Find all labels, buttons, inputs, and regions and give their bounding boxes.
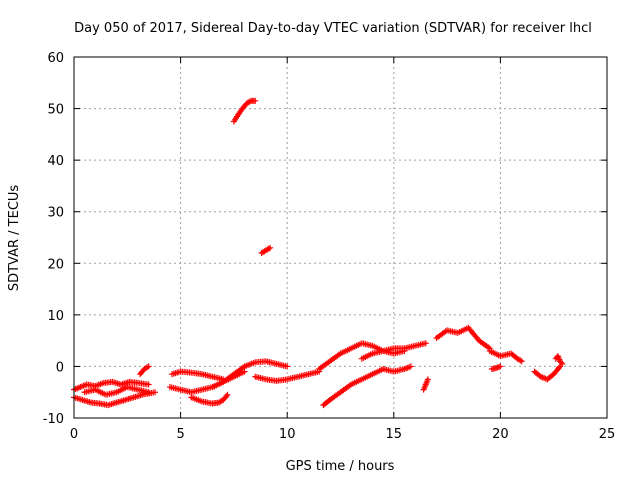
mark-layer (71, 97, 566, 409)
data-point (267, 244, 274, 251)
x-tick-label: 15 (386, 427, 403, 442)
series-arc-b (71, 389, 159, 409)
y-tick-label: 50 (47, 103, 64, 118)
data-point (241, 368, 248, 375)
x-tick-label: 0 (70, 427, 78, 442)
data-point (497, 363, 504, 370)
series-arc-r (486, 347, 525, 365)
series-arc-i (252, 368, 323, 384)
series-arc-u (552, 353, 566, 367)
series-arc-n (358, 340, 429, 362)
data-point (145, 381, 152, 388)
data-point (422, 340, 429, 347)
series-arc-m (320, 366, 387, 409)
series-arc-p (420, 376, 431, 393)
data-point (284, 363, 291, 370)
y-tick-label: -10 (43, 412, 64, 427)
series-arc-k (258, 244, 274, 256)
series-arc-s (488, 363, 504, 373)
data-point (518, 358, 525, 365)
data-point (152, 389, 159, 396)
series-arc-g (188, 391, 231, 407)
x-axis-label: GPS time / hours (286, 459, 395, 474)
series-arc-f (169, 368, 227, 383)
y-tick-label: 40 (47, 154, 64, 169)
series-arc-q (433, 324, 493, 352)
data-point (252, 97, 259, 104)
x-tick-label: 20 (492, 427, 509, 442)
series-arc-c (81, 384, 152, 398)
series-arc-t (531, 363, 564, 383)
x-tick-label: 5 (176, 427, 184, 442)
y-axis-label: SDTVAR / TECUs (7, 185, 22, 292)
data-point (223, 393, 230, 400)
y-tick-label: 0 (56, 360, 64, 375)
y-tick-label: 10 (47, 309, 64, 324)
series-arc-j (230, 97, 259, 125)
plot-frame (73, 56, 608, 419)
data-point (224, 391, 231, 398)
data-point (556, 364, 563, 371)
y-tick-label: 60 (47, 51, 64, 66)
series-arc-o (380, 363, 414, 375)
series-arc-d (137, 363, 152, 378)
x-tick-label: 10 (279, 427, 296, 442)
data-point (424, 376, 431, 383)
x-tick-label: 25 (599, 427, 616, 442)
data-point (559, 360, 566, 367)
data-point (145, 363, 152, 370)
series-arc-h (209, 358, 291, 391)
grid-layer (74, 57, 607, 418)
data-point (145, 389, 152, 396)
data-point (407, 363, 414, 370)
chart-title: Day 050 of 2017, Sidereal Day-to-day VTE… (74, 21, 592, 36)
data-point (558, 359, 565, 366)
y-tick-label: 30 (47, 206, 64, 221)
y-tick-label: 20 (47, 257, 64, 272)
